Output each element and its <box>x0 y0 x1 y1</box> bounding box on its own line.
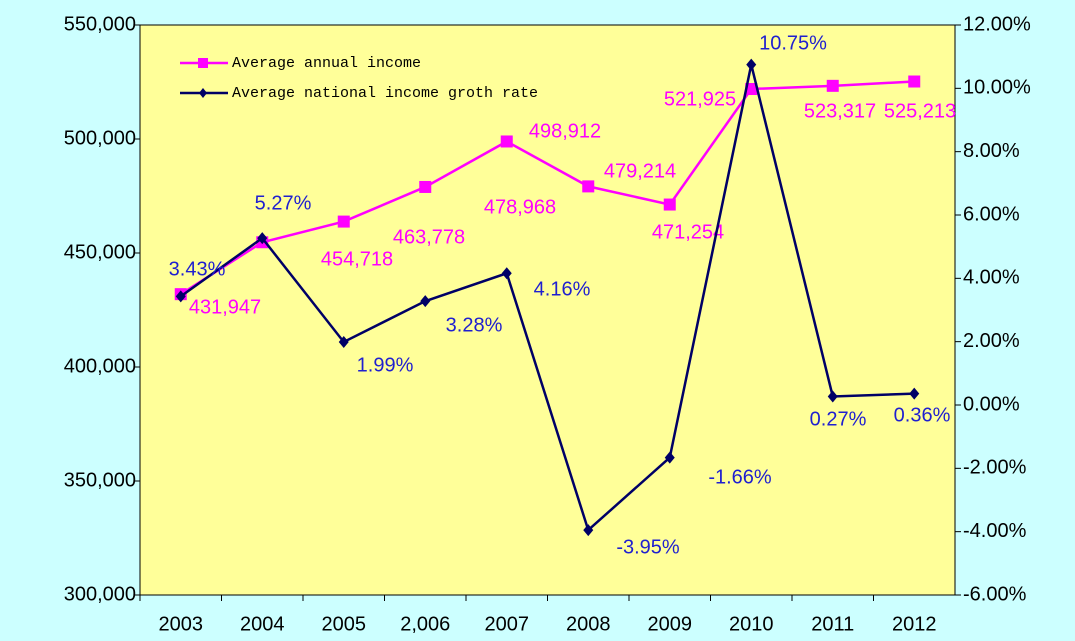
y2-tick-label: -4.00% <box>963 520 1027 542</box>
x-tick-label: 2011 <box>811 613 854 635</box>
series-line <box>180 64 915 533</box>
data-label: 3.43% <box>169 258 226 280</box>
data-label: 479,214 <box>604 160 676 182</box>
data-label: 1.99% <box>357 354 414 376</box>
data-label: 5.27% <box>255 192 312 214</box>
data-label: 0.27% <box>810 408 867 430</box>
x-tick-label: 2010 <box>729 613 774 635</box>
data-label: 0.36% <box>894 404 951 426</box>
y2-tick-label: 0.00% <box>963 393 1020 415</box>
x-tick-label: 2012 <box>892 613 937 635</box>
marker <box>338 335 349 348</box>
marker <box>582 180 595 193</box>
legend-label: Average national income groth rate <box>232 85 538 102</box>
x-tick-label: 2009 <box>648 613 693 635</box>
y2-tick-label: 2.00% <box>963 330 1020 352</box>
marker <box>337 215 350 228</box>
data-label: 498,912 <box>529 120 601 142</box>
y2-tick-label: -6.00% <box>963 583 1027 605</box>
marker <box>419 180 432 193</box>
data-label: 471,254 <box>652 221 724 243</box>
plot-area <box>139 24 956 596</box>
marker <box>175 290 186 303</box>
y-tick-label: 350,000 <box>64 469 136 491</box>
x-tick-label: 2004 <box>240 613 285 635</box>
data-label: 10.75% <box>759 32 827 54</box>
data-label: 454,718 <box>321 248 393 270</box>
data-label: 4.16% <box>534 278 591 300</box>
y-tick-label: 300,000 <box>64 583 136 605</box>
data-label: 3.28% <box>446 314 503 336</box>
data-label: -1.66% <box>708 466 772 488</box>
data-label: 478,968 <box>484 196 556 218</box>
y-tick-label: 450,000 <box>64 241 136 263</box>
marker <box>257 232 268 245</box>
data-label: 463,778 <box>393 226 465 248</box>
y-tick-label: 400,000 <box>64 355 136 377</box>
marker <box>908 75 921 88</box>
data-label: 521,925 <box>664 88 736 110</box>
data-label: 431,947 <box>189 296 261 318</box>
x-tick-label: 2,006 <box>400 613 450 635</box>
series-line <box>180 80 915 296</box>
y2-tick-label: -2.00% <box>963 457 1027 479</box>
x-tick-label: 2008 <box>566 613 611 635</box>
data-label: -3.95% <box>616 536 680 558</box>
y-tick-label: 550,000 <box>64 13 136 35</box>
marker <box>826 79 839 92</box>
marker <box>663 198 676 211</box>
x-tick-label: 2005 <box>322 613 367 635</box>
marker <box>583 524 594 537</box>
y-tick-label: 500,000 <box>64 127 136 149</box>
marker <box>827 390 838 403</box>
marker <box>745 83 758 96</box>
data-label: 525,213 <box>884 100 956 122</box>
y2-tick-label: 10.00% <box>963 77 1031 99</box>
y2-tick-label: 6.00% <box>963 203 1020 225</box>
y2-tick-label: 4.00% <box>963 267 1020 289</box>
legend-label: Average annual income <box>232 55 421 72</box>
marker <box>420 295 431 308</box>
marker <box>909 387 920 400</box>
x-tick-label: 2003 <box>159 613 204 635</box>
x-tick-label: 2007 <box>485 613 530 635</box>
marker <box>746 58 757 71</box>
y2-tick-label: 12.00% <box>963 13 1031 35</box>
marker <box>664 451 675 464</box>
legend-marker <box>199 88 207 98</box>
marker <box>500 135 513 148</box>
marker <box>501 267 512 280</box>
legend-marker <box>198 58 208 68</box>
data-label: 523,317 <box>804 100 876 122</box>
y2-tick-label: 8.00% <box>963 140 1020 162</box>
